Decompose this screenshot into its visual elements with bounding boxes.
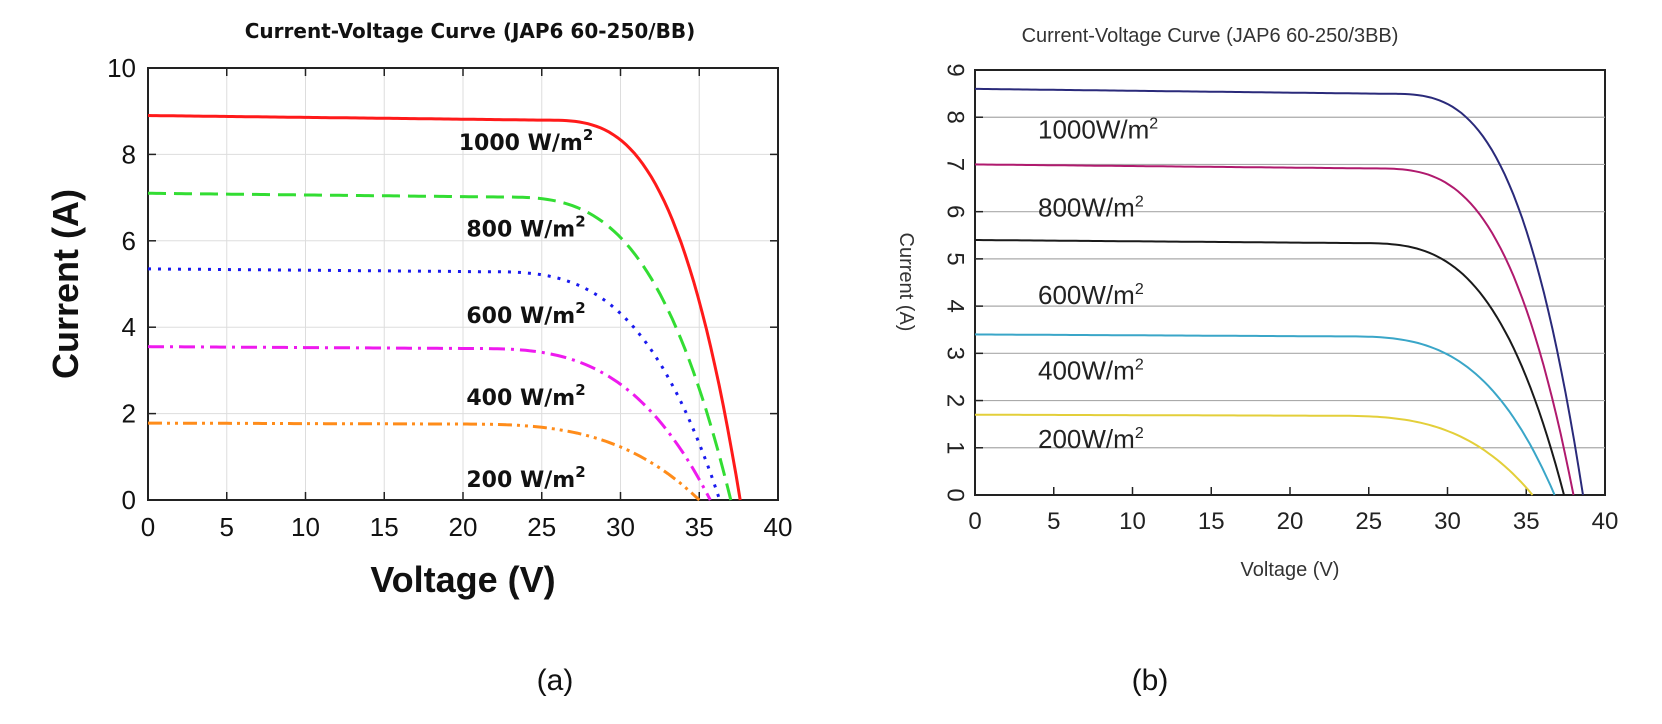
tick-label-x: 5: [220, 512, 234, 542]
panel-a-title: Current-Voltage Curve (JAP6 60-250/BB): [245, 19, 696, 43]
panel-a-ticks: 0 5 10 15 20 25 30 35 40 0 2 4 6 8 10: [107, 53, 792, 542]
panel-a: Current-Voltage Curve (JAP6 60-250/BB) 0…: [45, 19, 792, 697]
tick-label-x: 0: [968, 508, 981, 535]
tick-label-x: 30: [1434, 508, 1461, 535]
curve-label: 400W/m2: [1038, 355, 1144, 385]
tick-label-y: 7: [942, 158, 969, 171]
tick-label-y: 3: [942, 347, 969, 360]
panel-a-caption: (a): [537, 664, 574, 697]
curve-label-superscript: 2: [575, 463, 585, 481]
curve-6002-wm2: [975, 239, 1565, 496]
panel-b-curve-labels: 1000W/m2 800W/m2 600W/m2 400W/m2 200W/m2: [1038, 114, 1158, 453]
curve-label-superscript: 2: [1135, 425, 1144, 442]
tick-label-y: 5: [942, 252, 969, 265]
tick-label-y: 8: [122, 139, 136, 169]
curve-6002-wm2: [148, 267, 722, 501]
panel-a-curve-labels: 1000 W/m2 800 W/m2 600 W/m2 400 W/m2 200 W/m…: [459, 126, 594, 493]
panel-a-xlabel: Voltage (V): [370, 559, 555, 600]
tick-label-x: 25: [1355, 508, 1382, 535]
curve-label: 800W/m2: [1038, 192, 1144, 222]
tick-label-y: 4: [942, 299, 969, 312]
curve-label: 600 W/m2: [466, 299, 585, 329]
tick-label-y: 2: [942, 394, 969, 407]
curve-label: 1000W/m2: [1038, 114, 1158, 144]
tick-label-x: 20: [1277, 508, 1304, 535]
curve-label-superscript: 2: [1135, 193, 1144, 210]
curve-4002-wm2: [147, 345, 712, 501]
tick-label-x: 35: [685, 512, 714, 542]
curve-label: 400 W/m2: [466, 381, 585, 411]
tick-label-x: 10: [291, 512, 320, 542]
curve-label: 200W/m2: [1038, 424, 1144, 454]
tick-label-x: 40: [1592, 508, 1619, 535]
panel-a-grid: [148, 68, 778, 500]
tick-label-x: 15: [370, 512, 399, 542]
tick-label-y: 4: [122, 312, 136, 342]
curve-label: 200 W/m2: [466, 463, 585, 493]
panel-b: Current-Voltage Curve (JAP6 60-250/3BB) …: [895, 25, 1618, 697]
curve-8002-wm2: [974, 163, 1575, 496]
tick-label-y: 9: [942, 63, 969, 76]
tick-label-x: 5: [1047, 508, 1060, 535]
curve-label-superscript: 2: [1135, 281, 1144, 298]
curve-label: 1000 W/m2: [459, 126, 594, 156]
curve-label-superscript: 2: [575, 299, 585, 317]
tick-label-x: 15: [1198, 508, 1225, 535]
tick-label-x: 30: [606, 512, 635, 542]
tick-label-y: 6: [942, 205, 969, 218]
tick-label-y: 6: [122, 226, 136, 256]
panel-b-xlabel: Voltage (V): [1241, 559, 1340, 581]
tick-label-y: 1: [942, 441, 969, 454]
panel-a-curves: [147, 114, 742, 502]
panel-b-caption: (b): [1132, 664, 1169, 697]
tick-label-y: 10: [107, 53, 136, 83]
panel-b-curves: [974, 87, 1584, 496]
curve-label-superscript: 2: [575, 212, 585, 230]
curve-label-superscript: 2: [575, 381, 585, 399]
panel-a-ylabel: Current (A): [45, 189, 86, 379]
panel-b-ticks: 0 5 10 15 20 25 30 35 40 0 1 2 3 4 5 6 7 8 9: [942, 63, 1619, 535]
curve-label-superscript: 2: [1149, 115, 1158, 132]
tick-label-x: 10: [1119, 508, 1146, 535]
tick-label-x: 40: [764, 512, 793, 542]
curve-4002-wm2: [974, 333, 1556, 496]
tick-label-y: 8: [942, 111, 969, 124]
panel-b-ylabel: Current (A): [895, 233, 917, 332]
tick-label-x: 35: [1513, 508, 1540, 535]
curve-8002-wm2: [148, 191, 733, 501]
tick-label-x: 20: [449, 512, 478, 542]
curve-label-superscript: 2: [1135, 356, 1144, 373]
tick-label-y: 0: [122, 485, 136, 515]
curve-2002-wm2: [148, 421, 701, 502]
curve-label-superscript: 2: [583, 126, 593, 144]
curve-2002-wm2: [975, 413, 1534, 496]
tick-label-y: 2: [122, 399, 136, 429]
tick-label-y: 0: [942, 488, 969, 501]
curve-label: 600W/m2: [1038, 280, 1144, 310]
tick-label-x: 25: [527, 512, 556, 542]
tick-label-x: 0: [141, 512, 155, 542]
panel-b-title: Current-Voltage Curve (JAP6 60-250/3BB): [1022, 25, 1399, 47]
curve-10002-wm2: [147, 114, 742, 501]
curve-10002-wm2: [975, 87, 1584, 496]
curve-label: 800 W/m2: [466, 212, 585, 242]
